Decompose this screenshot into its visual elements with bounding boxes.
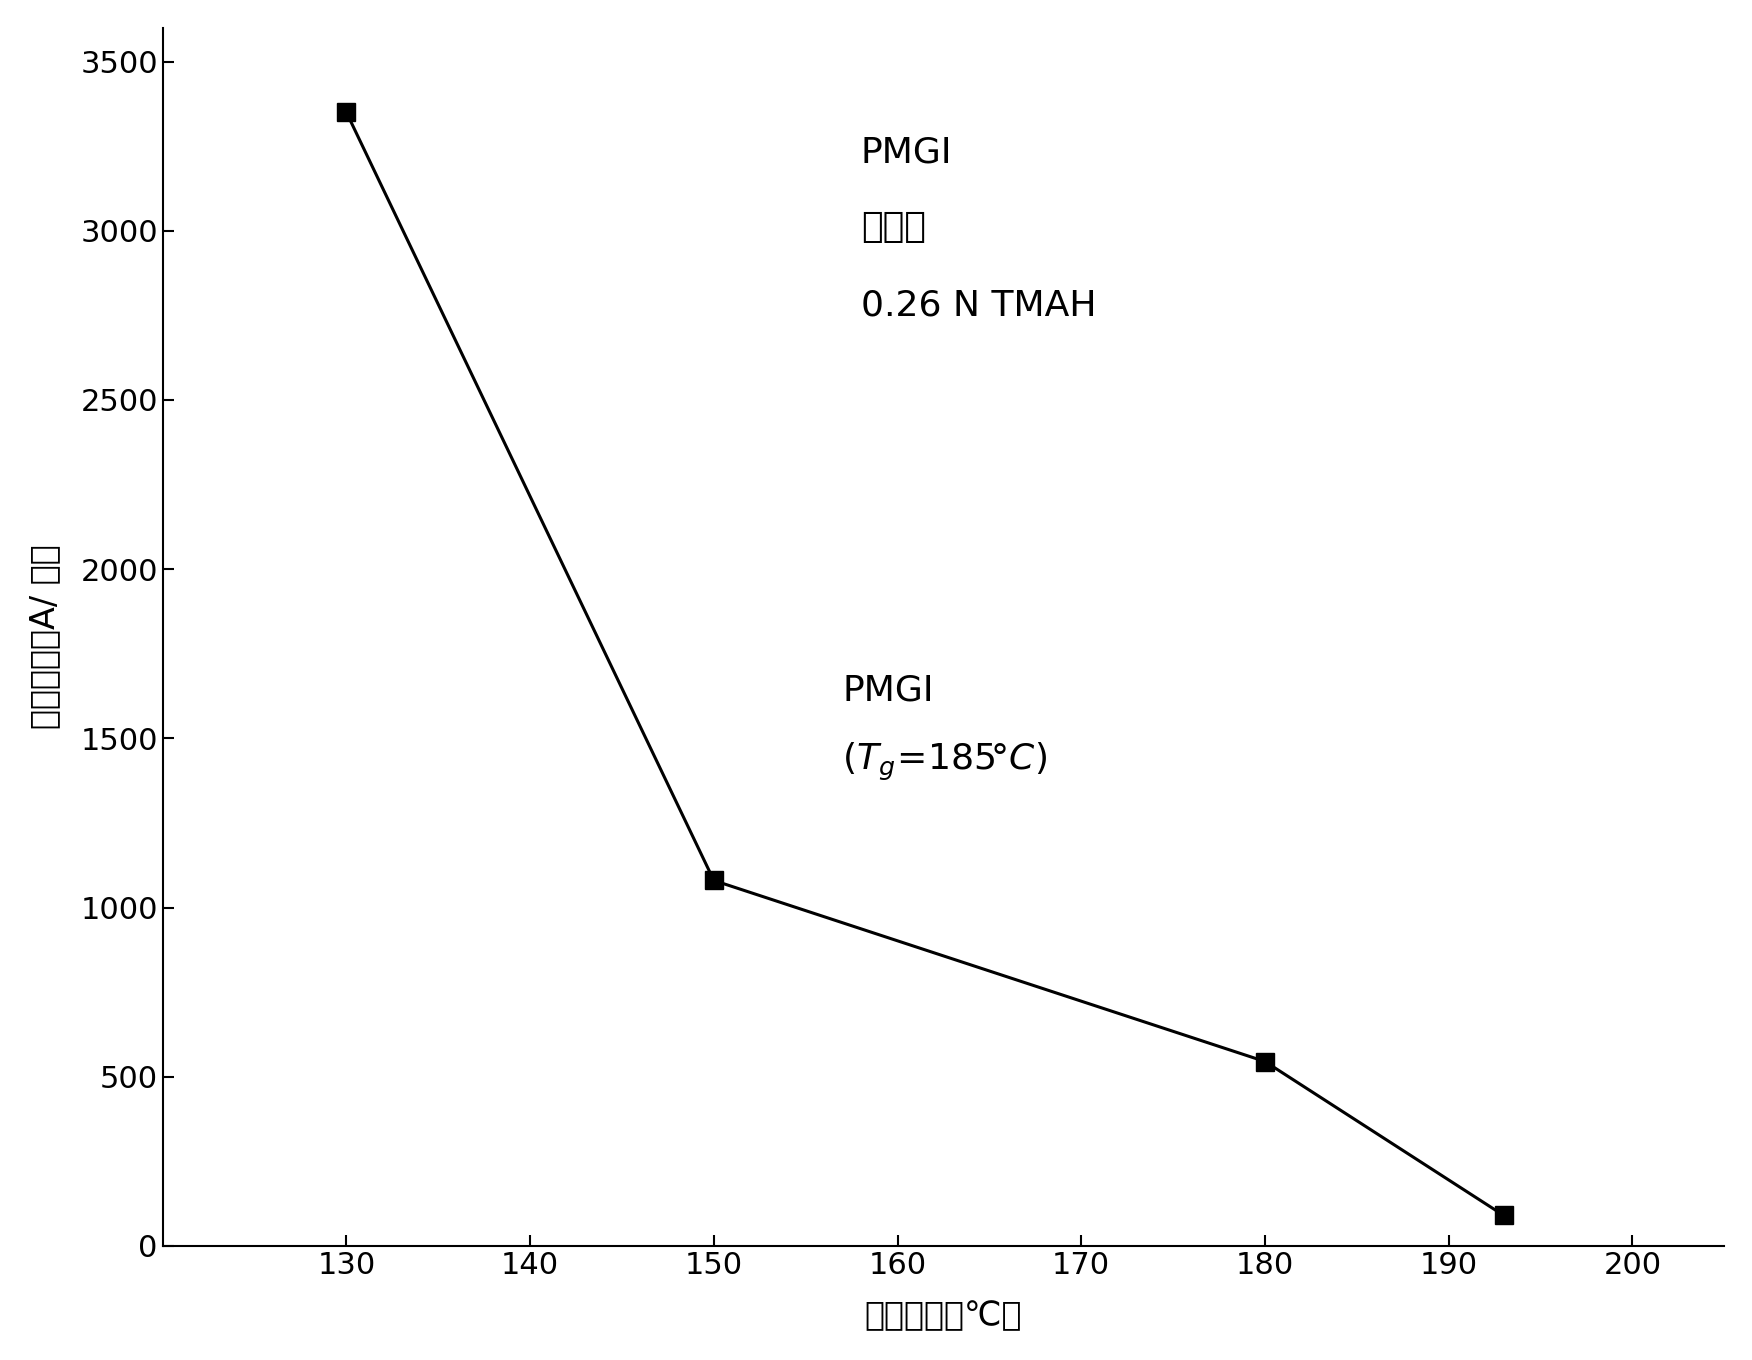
Text: PMGI: PMGI — [860, 136, 953, 170]
X-axis label: 烘烤温度（℃）: 烘烤温度（℃） — [865, 1299, 1021, 1333]
Text: $(T_g\!=\!185\!°C)$: $(T_g\!=\!185\!°C)$ — [843, 741, 1048, 783]
Text: 环戊锐: 环戊锐 — [860, 211, 925, 245]
Text: 0.26 N TMAH: 0.26 N TMAH — [860, 288, 1097, 322]
Text: PMGI: PMGI — [843, 675, 934, 709]
Y-axis label: 溶解速率（A/ 秒）: 溶解速率（A/ 秒） — [28, 544, 61, 729]
